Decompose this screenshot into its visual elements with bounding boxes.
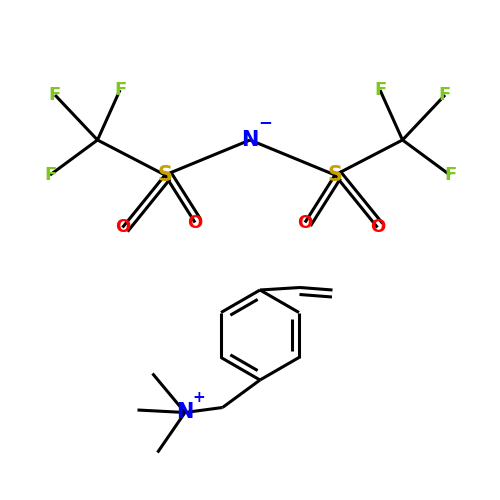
Text: O: O (298, 214, 312, 232)
Text: F: F (444, 166, 456, 184)
Text: F: F (49, 86, 61, 104)
Text: N: N (176, 402, 194, 422)
Text: F: F (44, 166, 56, 184)
Text: S: S (328, 165, 342, 185)
Text: O: O (370, 218, 385, 236)
Text: S: S (158, 165, 172, 185)
Text: F: F (439, 86, 451, 104)
Text: O: O (188, 214, 202, 232)
Text: F: F (374, 81, 386, 99)
Text: N: N (242, 130, 258, 150)
Text: +: + (192, 390, 205, 405)
Text: O: O (115, 218, 130, 236)
Text: −: − (258, 114, 272, 132)
Text: F: F (114, 81, 126, 99)
